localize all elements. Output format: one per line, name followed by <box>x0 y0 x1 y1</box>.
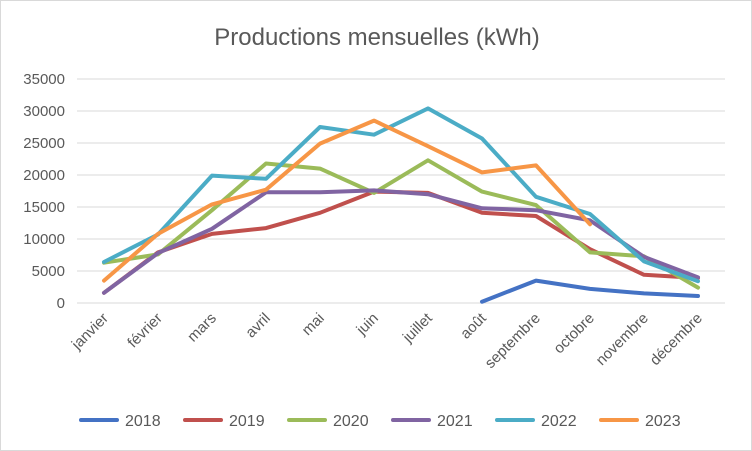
y-tick-label: 0 <box>57 295 65 312</box>
legend-label-2023: 2023 <box>645 413 681 430</box>
y-tick-label: 35000 <box>23 71 65 88</box>
legend-label-2018: 2018 <box>125 413 161 430</box>
chart-title: Productions mensuelles (kWh) <box>214 24 539 51</box>
x-tick-label: février <box>124 310 165 351</box>
x-tick-label: septembre <box>482 310 544 372</box>
series-2022 <box>102 106 700 284</box>
legend-label-2020: 2020 <box>333 413 369 430</box>
series-line-2018 <box>480 278 700 304</box>
x-tick-label: avril <box>242 310 273 341</box>
legend-item-2021: 2021 <box>391 413 473 430</box>
series-2018 <box>480 278 700 304</box>
x-tick-label: juin <box>353 310 382 339</box>
legend-label-2021: 2021 <box>437 413 473 430</box>
x-tick-label: novembre <box>593 310 652 369</box>
x-axis-labels: janvier février mars avril mai juin juillet aoû… <box>68 309 706 372</box>
legend-item-2020: 2020 <box>287 413 369 430</box>
x-tick-label: août <box>457 309 490 342</box>
x-tick-label: octobre <box>550 310 597 357</box>
x-tick-label: décembre <box>647 310 706 369</box>
series-2021 <box>102 188 700 295</box>
y-tick-label: 5000 <box>32 263 65 280</box>
series-layer <box>102 106 700 304</box>
legend-item-2018: 2018 <box>79 413 161 430</box>
legend: 2018 2019 2020 2021 2022 2023 <box>79 413 681 430</box>
series-2020 <box>102 158 700 290</box>
legend-item-2023: 2023 <box>599 413 681 430</box>
x-tick-label: mai <box>299 310 328 339</box>
legend-item-2022: 2022 <box>495 413 577 430</box>
legend-label-2022: 2022 <box>541 413 577 430</box>
series-2023 <box>102 118 592 283</box>
x-tick-label: janvier <box>68 310 112 354</box>
y-tick-label: 30000 <box>23 103 65 120</box>
series-line-2023 <box>102 118 592 283</box>
x-tick-label: juillet <box>399 309 436 346</box>
series-line-2022 <box>102 106 700 284</box>
y-tick-label: 20000 <box>23 167 65 184</box>
legend-item-2019: 2019 <box>183 413 265 430</box>
legend-label-2019: 2019 <box>229 413 265 430</box>
y-tick-label: 10000 <box>23 231 65 248</box>
y-tick-label: 15000 <box>23 199 65 216</box>
y-tick-label: 25000 <box>23 135 65 152</box>
series-line-2020 <box>102 158 700 290</box>
x-tick-label: mars <box>184 310 220 346</box>
y-axis-labels: 0 5000 10000 15000 20000 25000 30000 35000 <box>23 71 65 312</box>
series-line-2021 <box>102 188 700 295</box>
